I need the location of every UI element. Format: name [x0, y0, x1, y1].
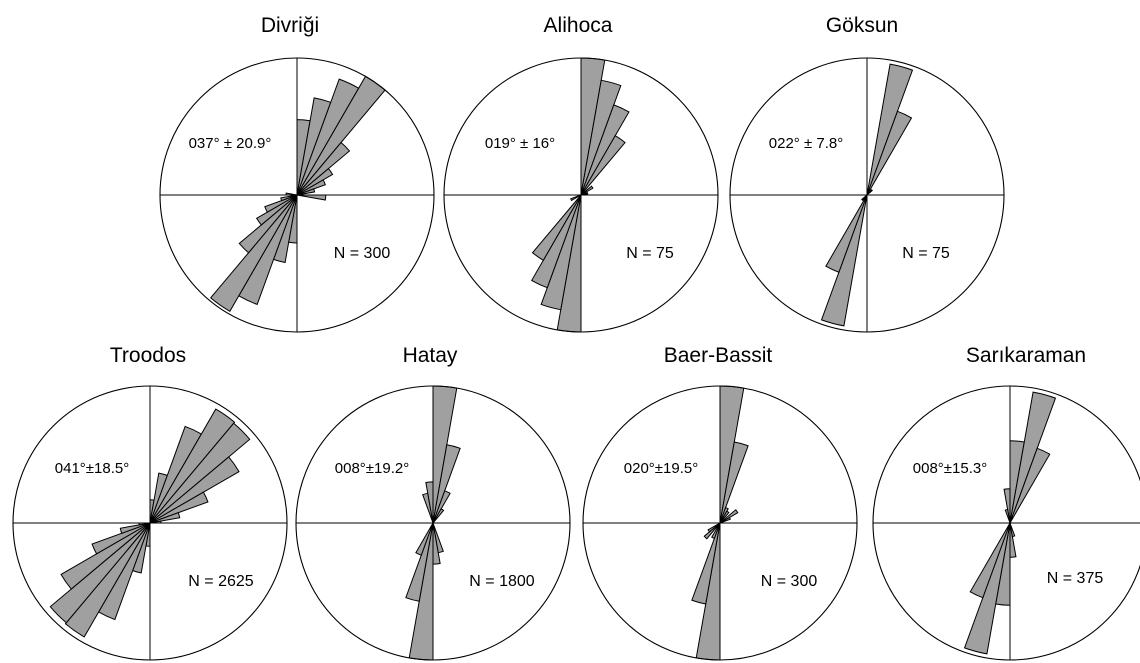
- sample-count-label-sarikaraman: N = 375: [1047, 570, 1104, 587]
- rose-wedge-divrigi-7: [296, 188, 316, 196]
- rose-wedge-troodos-3: [149, 408, 236, 524]
- rose-wedge-troodos-13: [49, 522, 151, 624]
- rose-wedge-sarikaraman-7: [969, 522, 1011, 599]
- mean-direction-label-alihoca: 019° ± 16°: [485, 135, 555, 152]
- rose-wedge-sarikaraman-6: [963, 522, 1011, 655]
- rose-wedge-troodos-14: [60, 522, 151, 590]
- rose-baer-bassit: Baer-Bassit 020°±19.5° N = 300: [582, 344, 858, 661]
- rose-wedge-baer-bassit-3: [719, 510, 730, 524]
- rose-wedge-troodos-12: [64, 522, 151, 638]
- rose-goksun: Göksun 022° ± 7.8° N = 75: [729, 14, 1005, 333]
- rose-wedge-troodos-15: [91, 522, 151, 555]
- rose-wedge-alihoca-2: [580, 104, 630, 196]
- mean-direction-label-divrigi: 037° ± 20.9°: [189, 135, 272, 152]
- rose-wedge-goksun-2: [866, 189, 873, 196]
- rose-title-divrigi: Divriği: [261, 14, 319, 37]
- rose-wedge-troodos-16: [119, 522, 151, 534]
- rose-title-goksun: Göksun: [826, 14, 898, 37]
- rose-wedge-baer-bassit-1: [719, 441, 749, 524]
- rose-wedge-alihoca-5: [580, 192, 589, 196]
- rose-wedge-troodos-4: [149, 422, 251, 524]
- rose-wedge-hatay-3: [432, 508, 445, 524]
- rose-wedge-alihoca-9: [531, 194, 582, 261]
- sample-count-label-alihoca: N = 75: [626, 245, 674, 262]
- rose-wedge-divrigi-4: [296, 141, 351, 196]
- rose-wedge-hatay-8: [415, 522, 434, 556]
- rose-wedge-baer-bassit-5: [719, 516, 731, 524]
- rose-title-sarikaraman: Sarıkaraman: [966, 344, 1086, 367]
- rose-wedge-baer-bassit-7: [691, 522, 721, 605]
- rose-wedge-divrigi-6: [296, 179, 326, 196]
- mean-direction-label-baer-bassit: 020°±19.5°: [624, 460, 698, 477]
- rose-wedge-troodos-7: [149, 512, 181, 524]
- rose-wedge-goksun-1: [866, 110, 913, 196]
- rose-wedge-goksun-3: [820, 194, 868, 327]
- rose-wedge-goksun-4: [825, 194, 868, 273]
- rose-wedge-alihoca-10: [570, 194, 582, 202]
- sample-count-label-divrigi: N = 300: [334, 245, 391, 262]
- rose-wedge-sarikaraman-1: [1009, 391, 1057, 524]
- rose-wedge-sarikaraman-2: [1009, 447, 1051, 524]
- rose-wedge-troodos-6: [149, 491, 209, 524]
- rose-divrigi: Divriği 037° ± 20.9° N = 300: [159, 14, 435, 333]
- rose-title-hatay: Hatay: [403, 344, 458, 367]
- rose-wedge-baer-bassit-4: [719, 509, 739, 524]
- sample-count-label-hatay: N = 1800: [469, 573, 534, 590]
- sample-count-label-baer-bassit: N = 300: [761, 573, 818, 590]
- mean-direction-label-goksun: 022° ± 7.8°: [769, 135, 843, 152]
- rose-title-troodos: Troodos: [110, 344, 186, 367]
- rose-wedge-alihoca-8: [530, 194, 582, 289]
- rose-title-alihoca: Alihoca: [544, 14, 613, 37]
- rose-wedge-troodos-5: [149, 456, 240, 524]
- rose-wedge-divrigi-13: [238, 194, 298, 254]
- rose-wedge-baer-bassit-10: [707, 522, 721, 533]
- rose-wedge-divrigi-14: [255, 194, 298, 226]
- rose-wedge-goksun-5: [861, 194, 868, 201]
- rose-wedge-sarikaraman-9: [1009, 522, 1016, 538]
- rose-wedge-divrigi-8: [296, 194, 327, 201]
- mean-direction-label-hatay: 008°±19.2°: [335, 460, 409, 477]
- rose-wedge-divrigi-5: [296, 167, 334, 196]
- rose-wedge-divrigi-16: [280, 194, 298, 202]
- rose-title-baer-bassit: Baer-Bassit: [664, 344, 773, 367]
- rose-wedge-baer-bassit-8: [711, 522, 721, 540]
- rose-wedge-goksun-0: [866, 63, 914, 196]
- rose-wedge-alihoca-3: [580, 134, 626, 196]
- sample-count-label-goksun: N = 75: [902, 245, 950, 262]
- sample-count-label-troodos: N = 2625: [188, 573, 253, 590]
- mean-direction-label-sarikaraman: 008°±15.3°: [913, 460, 987, 477]
- rose-hatay: Hatay 008°±19.2° N = 1800: [295, 344, 571, 661]
- mean-direction-label-troodos: 041°±18.5°: [55, 460, 129, 477]
- rose-alihoca: Alihoca 019° ± 16° N = 75: [443, 14, 719, 333]
- rose-wedge-divrigi-12: [209, 194, 298, 312]
- rose-wedge-divrigi-15: [264, 194, 298, 213]
- rose-wedge-alihoca-4: [580, 185, 594, 196]
- rose-troodos: Troodos 041°±18.5° N = 2625: [12, 344, 288, 661]
- rose-wedge-sarikaraman-4: [1004, 508, 1011, 524]
- rose-sarikaraman: Sarıkaraman 008°±15.3° N = 375: [872, 344, 1140, 661]
